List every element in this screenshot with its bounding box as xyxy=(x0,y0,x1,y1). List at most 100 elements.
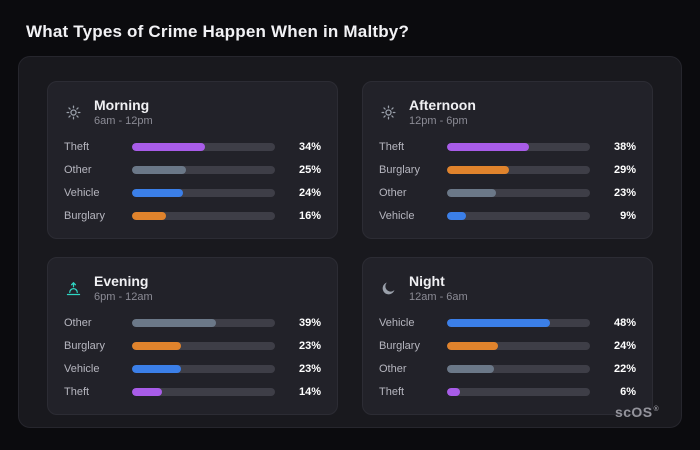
bar-fill xyxy=(447,189,497,197)
crime-row: Other 25% xyxy=(64,163,321,177)
crime-percent: 48% xyxy=(613,317,636,329)
bar-track xyxy=(447,143,590,151)
crime-percent: 16% xyxy=(298,210,321,222)
crime-percent: 24% xyxy=(613,340,636,352)
brand-logo: scOS® xyxy=(615,404,659,420)
bar-track xyxy=(132,388,275,396)
bar-fill xyxy=(132,143,205,151)
crime-row: Theft 38% xyxy=(379,140,636,154)
crime-row: Vehicle 24% xyxy=(64,186,321,200)
card-title: Night xyxy=(409,273,445,289)
crime-label: Other xyxy=(379,187,407,199)
bar-track xyxy=(132,212,275,220)
crime-label: Vehicle xyxy=(64,363,100,375)
bar-track xyxy=(447,212,590,220)
bar-list: Vehicle 48% Burglary 24% Other 22% Theft xyxy=(379,316,636,401)
bar-fill xyxy=(447,388,460,396)
time-card-afternoon: Afternoon 12pm - 6pm Theft 38% Burglary … xyxy=(362,81,653,239)
bar-fill xyxy=(447,166,510,174)
crime-label: Burglary xyxy=(379,164,420,176)
card-subtitle: 6pm - 12am xyxy=(94,291,153,303)
bar-fill xyxy=(132,388,163,396)
card-header: Morning 6am - 12pm xyxy=(64,97,321,127)
crime-row: Burglary 29% xyxy=(379,163,636,177)
crime-row: Other 23% xyxy=(379,186,636,200)
crime-row: Vehicle 23% xyxy=(64,362,321,376)
crime-label: Vehicle xyxy=(64,187,100,199)
crime-percent: 25% xyxy=(298,164,321,176)
crime-row: Burglary 23% xyxy=(64,339,321,353)
sun-icon xyxy=(64,103,82,121)
crime-percent: 24% xyxy=(298,187,321,199)
bar-fill xyxy=(447,143,529,151)
bar-track xyxy=(132,342,275,350)
crime-label: Burglary xyxy=(379,340,420,352)
bar-track xyxy=(447,388,590,396)
crime-percent: 39% xyxy=(298,317,321,329)
bar-track xyxy=(447,166,590,174)
crime-percent: 22% xyxy=(613,363,636,375)
bar-fill xyxy=(132,212,167,220)
bar-list: Other 39% Burglary 23% Vehicle 23% Theft xyxy=(64,316,321,401)
crime-label: Burglary xyxy=(64,340,105,352)
crime-percent: 14% xyxy=(298,386,321,398)
moon-icon xyxy=(379,279,397,297)
card-title: Evening xyxy=(94,273,149,289)
bar-fill xyxy=(447,342,499,350)
bar-track xyxy=(132,189,275,197)
brand-name: scOS xyxy=(615,404,653,420)
time-card-evening: Evening 6pm - 12am Other 39% Burglary 23… xyxy=(47,257,338,415)
card-title: Morning xyxy=(94,97,150,113)
card-subtitle: 6am - 12pm xyxy=(94,115,153,127)
bar-fill xyxy=(132,365,182,373)
crime-label: Theft xyxy=(379,386,405,398)
crime-row: Vehicle 9% xyxy=(379,209,636,223)
bar-track xyxy=(447,189,590,197)
crime-label: Vehicle xyxy=(379,210,415,222)
bar-track xyxy=(447,342,590,350)
dashboard-panel: Morning 6am - 12pm Theft 34% Other 25% V… xyxy=(18,56,682,428)
bar-fill xyxy=(132,342,182,350)
crime-percent: 23% xyxy=(613,187,636,199)
crime-row: Burglary 24% xyxy=(379,339,636,353)
card-header: Evening 6pm - 12am xyxy=(64,273,321,303)
card-title: Afternoon xyxy=(409,97,476,113)
brand-registered-mark: ® xyxy=(653,406,659,414)
card-subtitle: 12am - 6am xyxy=(409,291,468,303)
crime-percent: 9% xyxy=(620,210,636,222)
card-header: Afternoon 12pm - 6pm xyxy=(379,97,636,127)
crime-label: Theft xyxy=(379,141,405,153)
bar-list: Theft 38% Burglary 29% Other 23% Vehicle xyxy=(379,140,636,225)
bar-fill xyxy=(132,189,184,197)
crime-label: Vehicle xyxy=(379,317,415,329)
crime-row: Vehicle 48% xyxy=(379,316,636,330)
card-header: Night 12am - 6am xyxy=(379,273,636,303)
crime-row: Theft 34% xyxy=(64,140,321,154)
time-card-morning: Morning 6am - 12pm Theft 34% Other 25% V… xyxy=(47,81,338,239)
crime-label: Burglary xyxy=(64,210,105,222)
bar-fill xyxy=(132,319,216,327)
crime-row: Other 22% xyxy=(379,362,636,376)
crime-label: Other xyxy=(64,164,92,176)
crime-percent: 29% xyxy=(613,164,636,176)
bar-track xyxy=(132,365,275,373)
crime-label: Other xyxy=(64,317,92,329)
crime-label: Theft xyxy=(64,386,90,398)
crime-percent: 38% xyxy=(613,141,636,153)
crime-percent: 23% xyxy=(298,340,321,352)
crime-label: Other xyxy=(379,363,407,375)
sun-icon xyxy=(379,103,397,121)
bar-fill xyxy=(447,365,495,373)
sunset-icon xyxy=(64,279,82,297)
bar-fill xyxy=(447,319,550,327)
crime-label: Theft xyxy=(64,141,90,153)
bar-list: Theft 34% Other 25% Vehicle 24% Burglary xyxy=(64,140,321,225)
bar-track xyxy=(132,143,275,151)
bar-fill xyxy=(132,166,186,174)
card-subtitle: 12pm - 6pm xyxy=(409,115,468,127)
bar-track xyxy=(132,319,275,327)
crime-row: Other 39% xyxy=(64,316,321,330)
bar-fill xyxy=(447,212,467,220)
bar-track xyxy=(447,319,590,327)
